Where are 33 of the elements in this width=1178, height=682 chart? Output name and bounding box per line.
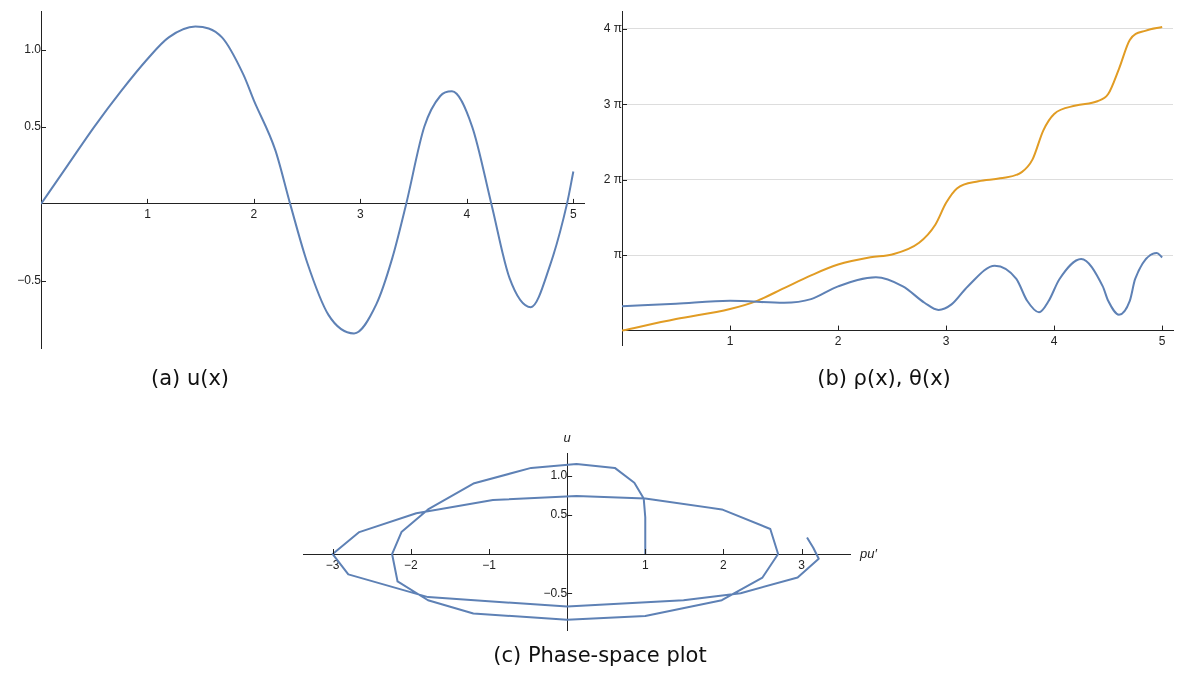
x-tick-label: 2 — [250, 207, 258, 222]
y-tick-label: 4 π — [603, 21, 622, 36]
line-series — [622, 252, 1164, 316]
x-tick-label: 2 — [834, 334, 842, 349]
line-series — [41, 25, 575, 335]
x-tick-label: 2 — [720, 557, 728, 572]
y-tick-label: 1.0 — [550, 468, 568, 483]
y-tick-label: π — [613, 247, 622, 262]
x-tick-label: 1 — [144, 207, 152, 222]
x-tick-label: 1 — [641, 557, 649, 572]
x-tick-label: 4 — [1050, 334, 1058, 349]
x-tick-label: −3 — [325, 557, 340, 572]
y-tick-label: 1.0 — [24, 42, 42, 57]
y-axis-title: u — [563, 430, 571, 446]
x-tick-label: 5 — [1158, 334, 1166, 349]
text: (a) u(x) — [149, 366, 231, 390]
x-tick-label: 3 — [798, 557, 806, 572]
y-tick-label: 3 π — [603, 96, 622, 111]
x-tick-label: 4 — [463, 207, 471, 222]
x-axis-title: pu′ — [859, 545, 878, 561]
y-tick-label: 2 π — [603, 172, 622, 187]
x-tick-label: −1 — [482, 557, 497, 572]
x-tick-label: 1 — [726, 334, 734, 349]
y-tick-label: −0.5 — [17, 273, 42, 288]
text: (c) Phase-space plot — [492, 643, 708, 667]
text: (b) ρ(x), θ(x) — [816, 366, 952, 390]
y-tick-label: −0.5 — [543, 585, 568, 600]
x-tick-label: 3 — [357, 207, 365, 222]
y-tick-label: 0.5 — [24, 119, 42, 134]
y-tick-label: 0.5 — [550, 507, 568, 522]
x-tick-label: 3 — [942, 334, 950, 349]
x-tick-label: −2 — [403, 557, 418, 572]
x-tick-label: 5 — [570, 207, 578, 222]
